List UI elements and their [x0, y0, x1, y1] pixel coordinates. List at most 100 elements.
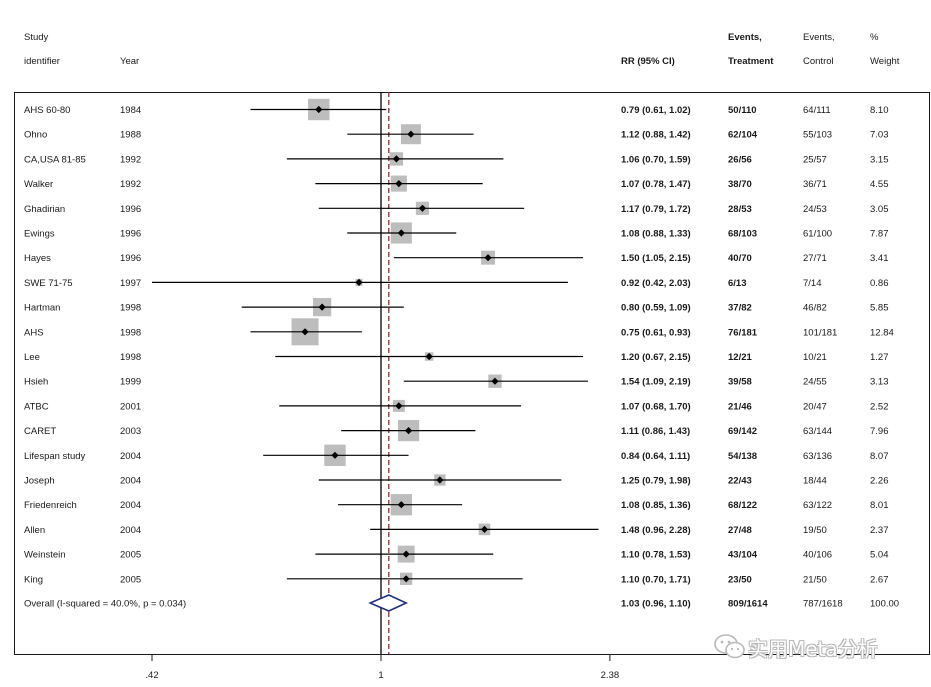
header-identifier: identifier	[24, 56, 60, 67]
events-control-label: 40/106	[803, 550, 832, 561]
header-events-treatment-2: Treatment	[728, 56, 774, 67]
header-weight-2: Weight	[870, 56, 900, 67]
weight-label: 7.87	[870, 229, 889, 240]
weight-label: 8.10	[870, 105, 889, 116]
rr-ci-label: 0.92 (0.42, 2.03)	[621, 278, 691, 289]
header-events-control-2: Control	[803, 56, 834, 67]
events-treatment-label: 68/122	[728, 500, 757, 511]
rr-ci-label: 0.79 (0.61, 1.02)	[621, 105, 691, 116]
watermark: 实用Meta分析	[712, 630, 922, 664]
year-label: 2001	[120, 401, 141, 412]
study-label: Allen	[24, 525, 45, 536]
weight-label: 3.41	[870, 253, 889, 264]
point-estimate	[392, 155, 400, 163]
axis-tick-label: .42	[145, 670, 158, 681]
rr-ci-label: 1.10 (0.70, 1.71)	[621, 574, 691, 585]
rr-ci-label: 0.84 (0.64, 1.11)	[621, 451, 690, 462]
events-treatment-label: 12/21	[728, 352, 752, 363]
year-label: 2005	[120, 574, 141, 585]
study-label: Lifespan study	[24, 451, 86, 462]
point-estimate	[484, 254, 492, 262]
weight-label: 12.84	[870, 327, 894, 338]
header-rr: RR (95% CI)	[621, 56, 675, 67]
events-control-label: 24/53	[803, 204, 827, 215]
point-estimate	[331, 451, 339, 459]
point-estimate	[436, 476, 444, 484]
weight-label: 0.86	[870, 278, 889, 289]
year-label: 1992	[120, 154, 141, 165]
events-treatment-label: 27/48	[728, 525, 752, 536]
events-control-label: 24/55	[803, 377, 827, 388]
year-label: 2004	[120, 500, 141, 511]
overall-weight-label: 100.00	[870, 599, 899, 610]
header-year: Year	[120, 56, 139, 67]
study-label: Joseph	[24, 476, 55, 487]
weight-label: 2.37	[870, 525, 889, 536]
events-control-label: 63/122	[803, 500, 832, 511]
study-label: Friedenreich	[24, 500, 77, 511]
point-estimate	[315, 105, 323, 114]
year-label: 1998	[120, 327, 141, 338]
point-estimate	[397, 501, 405, 509]
events-control-label: 55/103	[803, 130, 832, 141]
point-estimate	[395, 402, 403, 410]
header-weight-1: %	[870, 32, 879, 43]
events-control-label: 20/47	[803, 401, 827, 412]
weight-label: 4.55	[870, 179, 889, 190]
events-treatment-label: 22/43	[728, 476, 752, 487]
year-label: 2004	[120, 451, 141, 462]
events-control-label: 64/111	[803, 105, 831, 116]
header-events-control-1: Events,	[803, 32, 835, 43]
study-label: Hsieh	[24, 377, 48, 388]
point-estimate	[407, 130, 415, 138]
events-control-label: 18/44	[803, 476, 827, 487]
wechat-icon	[714, 634, 745, 659]
events-control-label: 25/57	[803, 154, 827, 165]
point-estimate	[397, 229, 405, 237]
year-label: 1997	[120, 278, 141, 289]
events-treatment-label: 69/142	[728, 426, 757, 437]
events-treatment-label: 28/53	[728, 204, 752, 215]
events-treatment-label: 39/58	[728, 377, 752, 388]
events-control-label: 46/82	[803, 303, 827, 314]
year-label: 1984	[120, 105, 141, 116]
events-treatment-label: 23/50	[728, 574, 752, 585]
overall-label: Overall (I-squared = 40.0%, p = 0.034)	[24, 599, 186, 610]
year-label: 2004	[120, 525, 141, 536]
year-label: 2003	[120, 426, 141, 437]
events-treatment-label: 37/82	[728, 303, 752, 314]
point-estimate	[301, 328, 309, 336]
events-treatment-label: 43/104	[728, 550, 758, 561]
year-label: 1999	[120, 377, 141, 388]
weight-label: 2.67	[870, 574, 889, 585]
point-estimate	[355, 278, 363, 286]
year-label: 2004	[120, 476, 141, 487]
weight-label: 3.15	[870, 154, 889, 165]
study-label: Walker	[24, 179, 53, 190]
rr-ci-label: 1.25 (0.79, 1.98)	[621, 476, 691, 487]
point-estimate	[395, 180, 403, 188]
study-label: Hartman	[24, 303, 60, 314]
events-treatment-label: 6/13	[728, 278, 747, 289]
weight-label: 2.26	[870, 476, 889, 487]
point-estimate	[402, 550, 410, 558]
study-label: ATBC	[24, 401, 49, 412]
header-events-treatment-1: Events,	[728, 32, 762, 43]
rr-ci-label: 1.54 (1.09, 2.19)	[621, 377, 691, 388]
rr-ci-label: 0.80 (0.59, 1.09)	[621, 303, 691, 314]
rr-ci-label: 1.48 (0.96, 2.28)	[621, 525, 691, 536]
study-label: Ohno	[24, 130, 47, 141]
rr-ci-label: 0.75 (0.61, 0.93)	[621, 327, 691, 338]
study-label: CA,USA 81-85	[24, 154, 86, 165]
events-treatment-label: 68/103	[728, 229, 757, 240]
events-control-label: 10/21	[803, 352, 827, 363]
axis-tick-label: 2.38	[601, 670, 620, 681]
rr-ci-label: 1.06 (0.70, 1.59)	[621, 154, 691, 165]
events-treatment-label: 62/104	[728, 130, 758, 141]
overall-events-control-label: 787/1618	[803, 599, 843, 610]
events-treatment-label: 50/110	[728, 105, 757, 116]
point-estimate	[404, 427, 413, 435]
events-control-label: 36/71	[803, 179, 827, 190]
events-treatment-label: 26/56	[728, 154, 752, 165]
axis-tick-label: 1	[378, 670, 383, 681]
